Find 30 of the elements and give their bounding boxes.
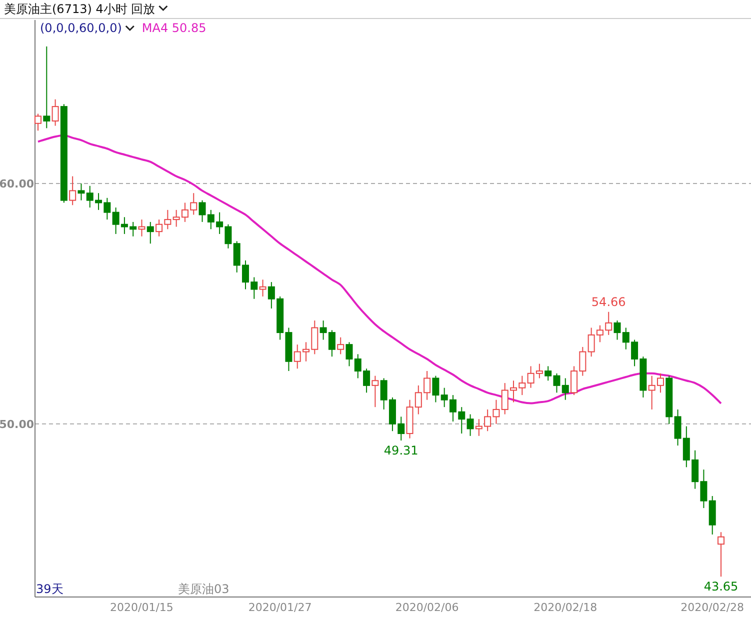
x-tick-label: 2020/02/28 [680, 601, 744, 614]
candlestick [146, 221, 154, 244]
annotation: 49.31 [384, 443, 418, 458]
candlestick [346, 342, 353, 367]
x-tick-label: 2020/02/18 [534, 601, 598, 614]
y-tick-label: 50.00 [0, 418, 34, 431]
x-tick-label: 2020/01/15 [110, 601, 174, 614]
y-tick-label: 60.00 [0, 177, 34, 190]
candlestick [52, 98, 59, 126]
annotation: 美原油03 [178, 582, 230, 596]
candlestick [432, 375, 440, 403]
x-tick-label: 2020/02/06 [395, 601, 459, 614]
chart-subtitle: (0,0,0,60,0,0) [40, 21, 122, 35]
candlestick [372, 375, 379, 408]
candlestick [69, 176, 76, 206]
candlestick [78, 182, 85, 201]
annotation: 54.66 [591, 294, 626, 309]
x-tick-label: 2020/01/27 [248, 601, 312, 614]
candlestick [718, 532, 724, 578]
candlestick [259, 279, 266, 297]
candlestick [562, 378, 569, 400]
candlestick [43, 46, 50, 129]
candlestick [337, 336, 344, 355]
annotation: 39天 [36, 582, 64, 596]
candlestick [34, 113, 42, 132]
candlestick [138, 219, 146, 237]
text: MA4 50.85 [142, 21, 206, 35]
annotation: 43.65 [704, 580, 738, 594]
candlestick [466, 414, 474, 436]
chart-title: 美原油主(6713) 4小时 回放 [4, 2, 156, 16]
